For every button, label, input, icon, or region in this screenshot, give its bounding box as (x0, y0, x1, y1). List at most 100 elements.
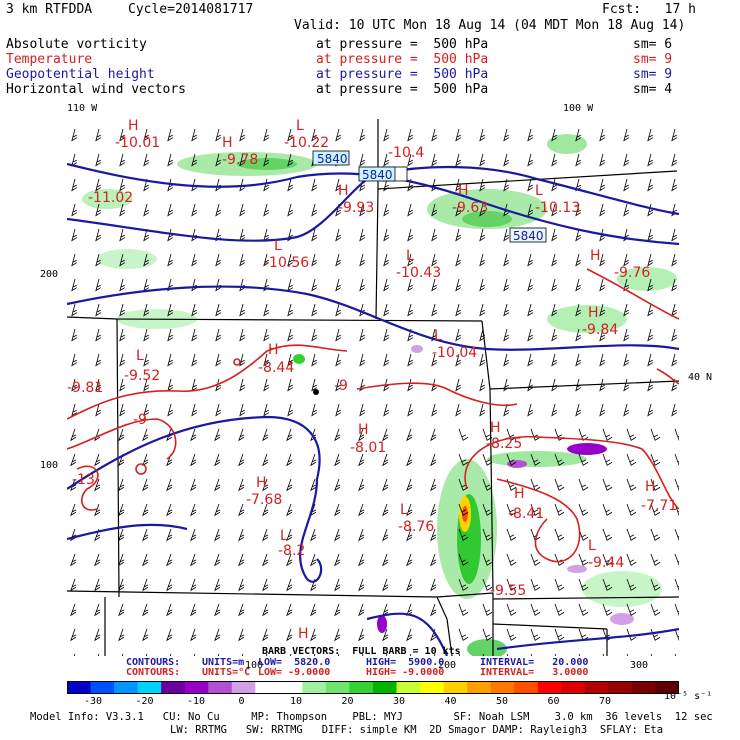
colorbar-swatch (67, 681, 92, 694)
colorbar-swatch (302, 681, 327, 694)
model-name: 3 km RTFDDA (6, 2, 93, 17)
vorticity-colorbar (67, 681, 679, 694)
cycle-label: Cycle=2014081717 (128, 2, 254, 17)
high-low-label: -7.68 (246, 492, 283, 508)
valid-time: Valid: 10 UTC Mon 18 Aug 14 (04 MDT Mon … (294, 18, 686, 33)
high-low-label: -10.13 (535, 200, 581, 216)
colorbar-swatch (420, 681, 445, 694)
high-low-label: -8.01 (350, 440, 387, 456)
field-name: Horizontal wind vectors (6, 82, 187, 97)
colorbar-tick: 20 (341, 696, 354, 707)
contours-low: LOW= 5820.0 (258, 657, 331, 668)
contours-units: UNITS=m (202, 657, 245, 668)
temperature-contours (67, 268, 679, 563)
colorbar-swatch (161, 681, 186, 694)
high-low-label: H (458, 183, 469, 199)
high-low-label: -7.71 (641, 498, 678, 514)
colorbar-swatch (325, 681, 350, 694)
high-low-label: L (296, 118, 304, 134)
high-low-label: L (406, 248, 414, 264)
colorbar-swatch (349, 681, 374, 694)
high-low-label: H (590, 248, 601, 264)
high-low-label: H (256, 475, 267, 491)
lat-label-40n: 40 N (688, 372, 713, 383)
colorbar-units: 10⁻⁵ s⁻¹ (664, 691, 713, 702)
high-low-label: -9 (133, 412, 147, 428)
high-low-label: H (268, 342, 279, 358)
high-low-label: -9.84 (582, 322, 619, 338)
colorbar-tick: 70 (599, 696, 612, 707)
contours-label: CONTOURS: (126, 657, 181, 668)
contours-interval: INTERVAL= 20.000 (480, 657, 589, 668)
high-low-label: H (222, 135, 233, 151)
vorticity-shading (82, 134, 677, 656)
colorbar-tick: 0 (238, 696, 245, 707)
colorbar-tick: 40 (444, 696, 457, 707)
x-tick-300: 300 (630, 660, 649, 671)
high-low-label: -9 (334, 378, 348, 394)
temp-contours-units: UNITS=°C (202, 667, 251, 678)
colorbar-swatch (537, 681, 562, 694)
field-name: Temperature (6, 52, 93, 67)
high-low-label: H (588, 305, 599, 321)
lon-label-110w: 110 W (67, 103, 98, 114)
high-low-label: H (645, 479, 656, 495)
colorbar-swatch (184, 681, 209, 694)
temp-contours-high: HIGH= -9.0000 (366, 667, 445, 678)
high-low-label: H (514, 486, 525, 502)
high-low-label: -8.76 (398, 519, 435, 535)
colorbar-swatch (608, 681, 633, 694)
high-low-label: L (136, 348, 144, 364)
high-low-label: -8.2 (278, 543, 306, 559)
colorbar-tick: 30 (393, 696, 406, 707)
colorbar-swatch (490, 681, 515, 694)
colorbar-swatch (231, 681, 256, 694)
colorbar-swatch (278, 681, 303, 694)
high-low-label: L (535, 183, 543, 199)
field-level: at pressure = 500 hPa (316, 82, 489, 97)
colorbar-swatch (467, 681, 492, 694)
colorbar-swatch (137, 681, 162, 694)
x-tick-100: 100 (245, 660, 264, 671)
field-sm: sm= 9 (633, 67, 673, 82)
high-low-label: H (358, 422, 369, 438)
high-low-label: -10.4 (388, 145, 425, 161)
weather-map[interactable] (67, 119, 679, 656)
field-sm: sm= 4 (633, 82, 673, 97)
height-label: 5840 (513, 229, 544, 243)
colorbar-swatch (443, 681, 468, 694)
colorbar-swatch (396, 681, 421, 694)
field-level: at pressure = 500 hPa (316, 67, 489, 82)
high-low-label: -11.02 (88, 190, 134, 206)
high-low-label: L (274, 238, 282, 254)
high-low-label: -8.25 (486, 436, 523, 452)
colorbar-swatch (561, 681, 586, 694)
field-level: at pressure = 500 hPa (316, 52, 489, 67)
colorbar-tick: -10 (187, 696, 206, 707)
high-low-label: L (588, 538, 596, 554)
high-low-label: H (490, 420, 501, 436)
high-low-label: -9.55 (490, 583, 527, 599)
lon-label-100w: 100 W (563, 103, 594, 114)
y-tick-200: 200 (40, 269, 59, 280)
field-name: Absolute vorticity (6, 37, 147, 52)
height-label: 5840 (362, 168, 393, 182)
colorbar-tick: -30 (84, 696, 103, 707)
field-sm: sm= 6 (633, 37, 673, 52)
contours-high: HIGH= 5900.0 (366, 657, 445, 668)
high-low-label: -9.93 (338, 200, 375, 216)
height-label: 5840 (317, 152, 348, 166)
high-low-label: -13 (72, 472, 95, 488)
colorbar-swatch (255, 681, 280, 694)
footer-physics-info: LW: RRTMG SW: RRTMG DIFF: simple KM 2D S… (170, 724, 664, 736)
high-low-label: -9.78 (222, 152, 259, 168)
colorbar-swatch (114, 681, 139, 694)
footer-model-info: Model Info: V3.3.1 CU: No Cu MP: Thompso… (30, 711, 713, 723)
colorbar-swatch (373, 681, 398, 694)
high-low-label: L (400, 502, 408, 518)
barb-legend: BARB VECTORS: FULL BARB = 10 kts (262, 646, 461, 657)
high-low-label: -10.22 (284, 135, 330, 151)
temp-contours-label: CONTOURS: (126, 667, 181, 678)
field-sm: sm= 9 (633, 52, 673, 67)
colorbar-tick: 50 (496, 696, 509, 707)
